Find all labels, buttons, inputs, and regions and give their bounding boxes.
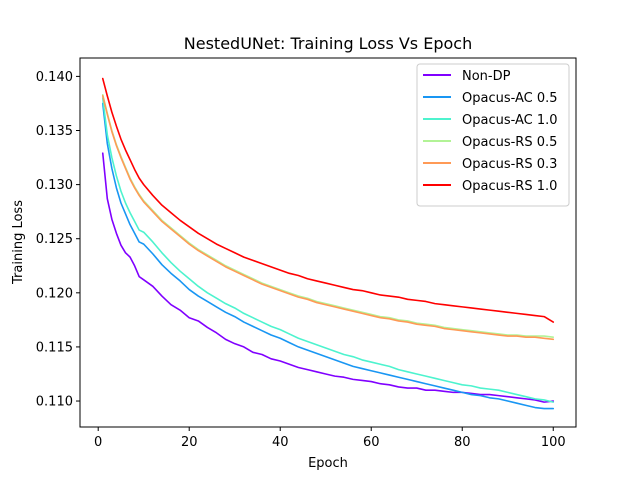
y-axis-label: Training Loss <box>11 200 26 285</box>
x-tick-label: 20 <box>181 435 198 450</box>
series-line-2 <box>101 102 555 410</box>
y-tick-label: 0.120 <box>36 286 73 301</box>
series-layer <box>101 77 555 410</box>
legend-label-5: Opacus-RS 0.3 <box>462 157 557 172</box>
y-tick-label: 0.135 <box>36 124 73 139</box>
legend-label-2: Opacus-AC 0.5 <box>462 91 558 106</box>
legend-box <box>416 63 570 207</box>
series-line-3 <box>101 97 555 403</box>
legend: Non-DP Opacus-AC 0.5 Opacus-AC 1.0 Opacus-R… <box>416 63 570 207</box>
x-tick-label: 80 <box>454 435 471 450</box>
x-tick-label: 0 <box>94 435 102 450</box>
y-tick-label: 0.125 <box>36 232 73 247</box>
x-tick-label: 100 <box>541 435 566 450</box>
legend-label-6: Opacus-RS 1.0 <box>462 179 557 194</box>
x-axis-ticks: 0 20 40 60 80 100 <box>94 427 566 450</box>
x-tick-label: 40 <box>272 435 289 450</box>
x-tick-label: 60 <box>363 435 380 450</box>
series-line-1 <box>101 152 555 403</box>
legend-label-3: Opacus-AC 1.0 <box>462 113 558 128</box>
y-tick-label: 0.140 <box>36 70 73 85</box>
chart-title: NestedUNet: Training Loss Vs Epoch <box>184 34 472 53</box>
legend-label-4: Opacus-RS 0.5 <box>462 135 557 150</box>
plot-frame <box>79 57 577 428</box>
y-tick-label: 0.110 <box>36 395 73 410</box>
series-line-6 <box>101 77 555 323</box>
series-line-5 <box>101 95 555 341</box>
y-axis-ticks: 0.110 0.115 0.120 0.125 0.130 0.135 0.140 <box>36 70 80 410</box>
x-axis-label: Epoch <box>308 456 348 471</box>
y-tick-label: 0.130 <box>36 178 73 193</box>
y-tick-label: 0.115 <box>36 340 73 355</box>
legend-label-1: Non-DP <box>462 69 511 84</box>
